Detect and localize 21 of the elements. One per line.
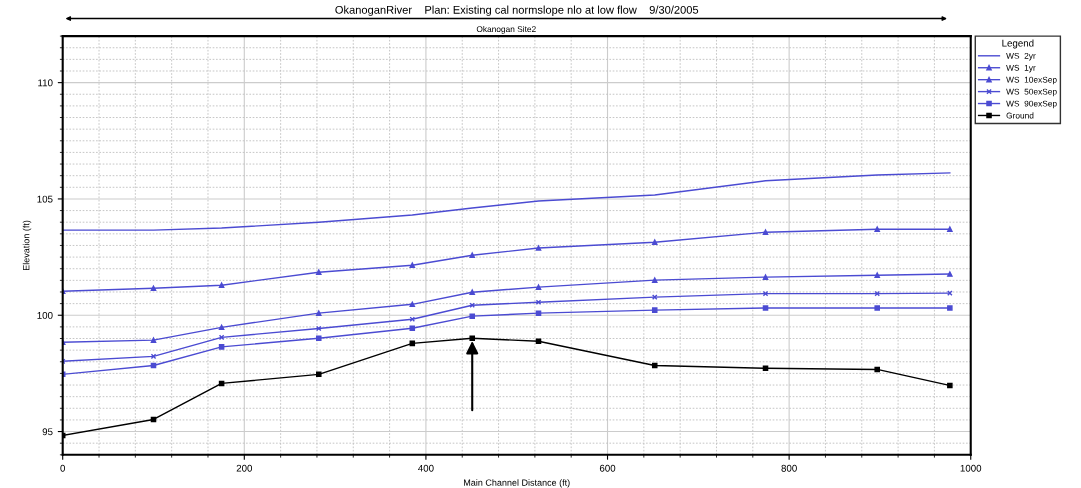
legend-label: WS 50exSep bbox=[1006, 88, 1057, 97]
x-tick-label: 0 bbox=[60, 464, 66, 472]
x-tick-label: 600 bbox=[599, 464, 616, 472]
x-tick-label: 200 bbox=[236, 464, 253, 472]
y-tick-label: 105 bbox=[37, 195, 53, 203]
x-tick-label: 400 bbox=[418, 464, 434, 472]
legend-label: WS 2yr bbox=[1006, 52, 1036, 61]
chart-title: OkanoganRiver Plan: Existing cal normslope nlo at low flow 9/30/2005 bbox=[335, 5, 699, 16]
y-axis-title: Elevation (ft) bbox=[22, 220, 32, 271]
x-tick-label: 1000 bbox=[960, 464, 982, 472]
chart-subtitle: Okanogan Site2 bbox=[476, 25, 536, 34]
x-tick-label: 800 bbox=[781, 464, 797, 472]
y-tick-label: 100 bbox=[37, 311, 53, 319]
legend-label: WS 90exSep bbox=[1006, 100, 1057, 109]
y-tick-label: 110 bbox=[38, 79, 53, 87]
x-axis-title: Main Channel Distance (ft) bbox=[464, 479, 570, 488]
legend-label: Ground bbox=[1006, 112, 1034, 119]
legend-label: WS 10exSep bbox=[1006, 76, 1057, 85]
legend-title: Legend bbox=[1002, 39, 1034, 49]
y-tick-label: 95 bbox=[42, 428, 53, 436]
legend-label: WS 1yr bbox=[1006, 64, 1036, 73]
